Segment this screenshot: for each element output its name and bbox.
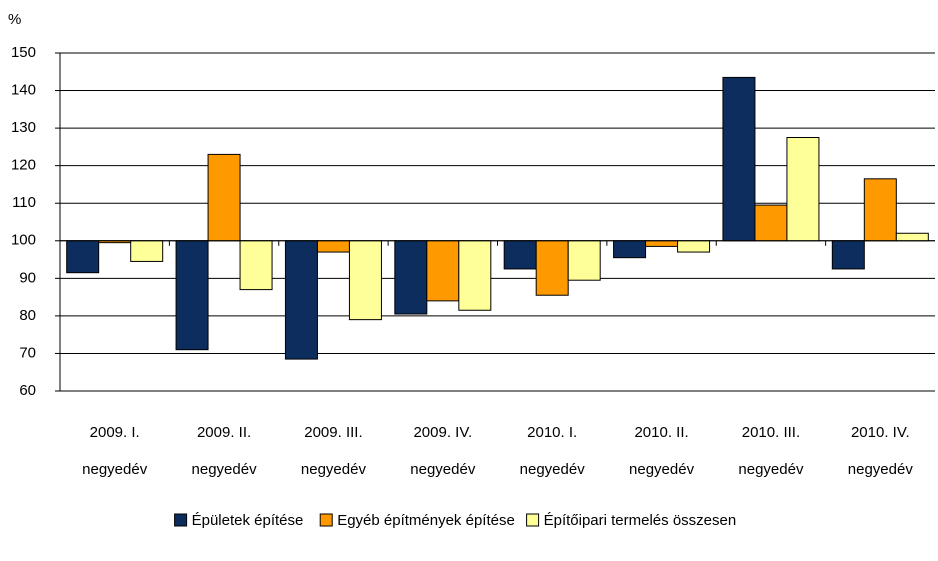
legend-label: Épületek építése — [192, 512, 304, 529]
x-tick-label: 2010. II. — [634, 424, 688, 441]
x-tick-label: 2009. I. — [90, 424, 140, 441]
bar — [831, 240, 865, 270]
bar — [348, 240, 382, 321]
bar — [613, 240, 647, 259]
x-tick-label: negyedév — [629, 461, 695, 478]
bar — [426, 240, 460, 302]
bar — [175, 240, 209, 351]
bar — [239, 240, 273, 291]
x-tick-label: 2009. II. — [197, 424, 251, 441]
x-tick-label: negyedév — [410, 461, 476, 478]
bar — [394, 240, 428, 315]
x-tick-label: negyedév — [82, 461, 148, 478]
y-tick-label: 120 — [11, 157, 36, 174]
x-tick-label: negyedév — [192, 461, 258, 478]
y-axis-label: % — [8, 11, 21, 28]
y-tick-label: 70 — [19, 344, 36, 361]
x-tick-label: 2010. IV. — [851, 424, 910, 441]
bar — [677, 240, 711, 253]
bar — [895, 232, 929, 242]
legend-swatch — [526, 513, 540, 527]
y-tick-label: 80 — [19, 307, 36, 324]
y-tick-label: 100 — [11, 232, 36, 249]
x-tick-label: 2009. III. — [304, 424, 362, 441]
x-tick-label: negyedév — [738, 461, 804, 478]
bar — [316, 240, 350, 253]
y-tick-label: 140 — [11, 82, 36, 99]
bar — [207, 153, 241, 242]
bar — [503, 240, 537, 270]
bar — [284, 240, 318, 360]
x-tick-label: negyedév — [520, 461, 586, 478]
y-tick-label: 130 — [11, 119, 36, 136]
y-tick-label: 90 — [19, 269, 36, 286]
bar — [458, 240, 492, 311]
legend-label: Építőipari termelés összesen — [544, 512, 737, 529]
legend-label: Egyéb építmények építése — [337, 512, 515, 529]
x-tick-label: 2009. IV. — [413, 424, 472, 441]
bar — [722, 76, 756, 242]
bar — [535, 240, 569, 296]
bar — [130, 240, 164, 262]
y-tick-label: 60 — [19, 382, 36, 399]
x-tick-label: negyedév — [848, 461, 914, 478]
x-tick-label: 2010. I. — [527, 424, 577, 441]
x-tick-label: 2010. III. — [742, 424, 800, 441]
bar — [645, 240, 679, 247]
y-tick-label: 150 — [11, 44, 36, 61]
bar — [66, 240, 100, 274]
y-tick-label: 110 — [12, 194, 36, 211]
bar — [567, 240, 601, 281]
bar — [863, 178, 897, 242]
bar — [754, 204, 788, 242]
legend-swatch — [174, 513, 188, 527]
x-tick-label: negyedév — [301, 461, 367, 478]
legend-swatch — [319, 513, 333, 527]
bar — [786, 137, 820, 242]
